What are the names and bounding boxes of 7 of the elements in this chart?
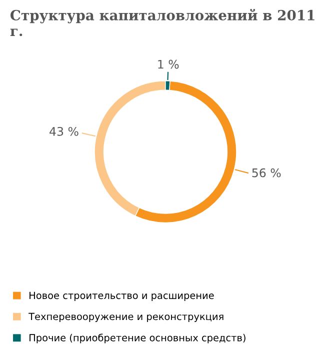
- legend-label: Прочие (приобретение основных средств): [30, 334, 246, 344]
- data-label: 56 %: [252, 168, 281, 178]
- legend-label: Техперевооружение и реконструкция: [28, 312, 224, 322]
- data-label: 1 %: [158, 60, 179, 69]
- chart-title: Структура капиталовложений в 2011 г.: [10, 8, 314, 36]
- data-label: 43 %: [50, 126, 78, 136]
- legend-label: Новое строительство и расширение: [30, 292, 214, 301]
